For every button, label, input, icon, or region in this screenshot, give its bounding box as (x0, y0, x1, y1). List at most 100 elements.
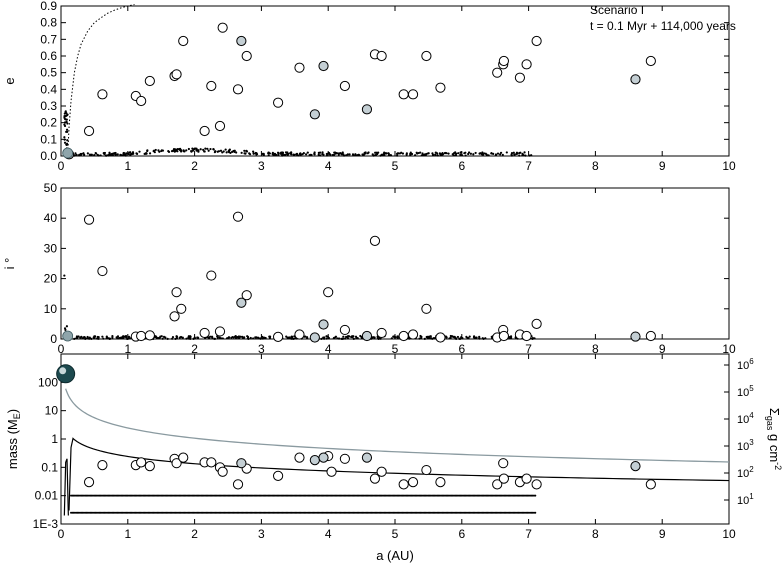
y2-tick-label: 106 (737, 357, 754, 372)
planetesimal-dot (343, 337, 347, 340)
planetesimal-dot (436, 154, 439, 157)
planetesimal-dot (374, 154, 377, 157)
scenario-label: Scenario I (590, 3, 645, 17)
planetesimal-dot (451, 335, 454, 338)
planetesimal-dot (364, 151, 367, 154)
x-tick-label: 10 (722, 159, 736, 173)
planetesimal-dot (252, 152, 255, 155)
planetesimal-dot (146, 149, 149, 153)
planetesimal-dot (512, 151, 515, 154)
planetesimal-dot (65, 118, 68, 121)
planetesimal-dot (211, 336, 214, 339)
planetesimal-dot (302, 152, 305, 155)
embryo-filled-marker (236, 297, 247, 308)
x-tick-label: 6 (458, 527, 465, 541)
planetesimal-dot (439, 153, 443, 156)
embryo-open-marker (407, 477, 419, 488)
planetesimal-dot (82, 152, 85, 155)
planetesimal-dot (219, 149, 223, 152)
embryo-open-marker (169, 311, 180, 322)
planetesimal-dot (65, 128, 69, 131)
planetesimal-dot (496, 152, 500, 155)
y2-tick-base: 10 (737, 441, 749, 453)
planetesimal-dot (401, 152, 405, 155)
x-tick-label: 0 (58, 342, 65, 356)
x-tick-label: 7 (525, 342, 532, 356)
embryo-open-marker (294, 62, 305, 73)
embryo-open-marker (171, 69, 182, 80)
planetesimal-dot (229, 151, 232, 154)
embryo-open-marker (339, 80, 350, 92)
planetesimal-dot (292, 153, 295, 156)
planetesimal-dot (197, 336, 200, 339)
planetesimal-dot (235, 151, 238, 154)
embryo-open-marker (273, 97, 284, 108)
planetesimal-dot (108, 337, 111, 340)
planetesimal-dot (455, 152, 458, 155)
planetesimal-dot (453, 335, 456, 338)
planetesimal-dot (508, 336, 512, 340)
planetesimal-dot (66, 139, 69, 142)
planetesimal-dot (405, 152, 408, 155)
planetesimal-dot (472, 336, 476, 339)
planetesimal-dot (94, 151, 97, 155)
embryo-open-marker (435, 82, 446, 93)
y2-tick-base: 10 (737, 360, 749, 372)
planetesimal-dot (528, 154, 531, 157)
embryo-open-marker (521, 330, 532, 342)
planetesimal-dot (306, 151, 309, 154)
planetesimal-dot (534, 511, 537, 514)
embryo-open-marker (232, 211, 244, 222)
planetesimal-dot (111, 153, 114, 157)
planetesimal-dot (96, 335, 99, 339)
planetesimal-dot (464, 151, 467, 154)
y-tick-label: 50 (44, 181, 58, 195)
scenario-annotation: Scenario I t = 0.1 Myr + 114,000 years (590, 2, 736, 34)
embryo-open-marker (498, 55, 509, 67)
planetesimal-dot (74, 152, 77, 155)
planetesimal-dot (185, 337, 188, 340)
y-tick-label: 100 (38, 375, 58, 389)
planetesimal-dot (114, 151, 117, 155)
embryo-open-marker (217, 466, 228, 477)
embryo-open-marker (645, 330, 656, 342)
planetesimal-dot (492, 152, 495, 155)
planetesimal-dot (498, 153, 502, 156)
planetesimal-dot (310, 153, 313, 157)
y-tick-label: 0.3 (40, 99, 57, 113)
planetesimal-dot (449, 336, 452, 339)
x-tick-label: 2 (191, 342, 198, 356)
planetesimal-dot (533, 337, 536, 340)
y2-label-rest: g cm (767, 430, 782, 462)
isolation-mass-curve (68, 437, 730, 511)
x-tick-label: 6 (458, 159, 465, 173)
planetesimal-dot (84, 337, 88, 340)
planetesimal-dot (384, 152, 387, 155)
planetesimal-dot (354, 153, 357, 156)
x-tick-label: 9 (659, 342, 666, 356)
planetesimal-dot (63, 136, 66, 139)
planetesimal-dot (254, 336, 257, 339)
embryo-open-marker (514, 72, 526, 83)
planetesimal-dot (261, 152, 264, 155)
planetesimal-dot (145, 152, 148, 155)
planetesimal-dot (418, 337, 421, 340)
y-axis-label: mass (ME) (5, 409, 22, 469)
embryo-open-marker (421, 50, 432, 62)
planetesimal-dot (193, 336, 196, 339)
embryo-open-marker (407, 329, 419, 340)
planetesimal-dot (359, 334, 362, 338)
planetesimal-dot (339, 151, 342, 155)
x-tick-label: 5 (392, 159, 399, 173)
y2-tick-label: 102 (737, 465, 754, 480)
planetesimal-dot (90, 337, 93, 340)
planetesimal-dot (308, 153, 311, 157)
planetesimal-dot (63, 274, 66, 277)
embryo-open-marker (294, 452, 305, 463)
y-tick-label: 40 (44, 211, 58, 225)
planetesimal-dot (429, 337, 433, 340)
y2-label-sub: gas (765, 416, 775, 431)
embryo-open-marker (199, 327, 210, 339)
planetesimal-dot (216, 150, 219, 153)
